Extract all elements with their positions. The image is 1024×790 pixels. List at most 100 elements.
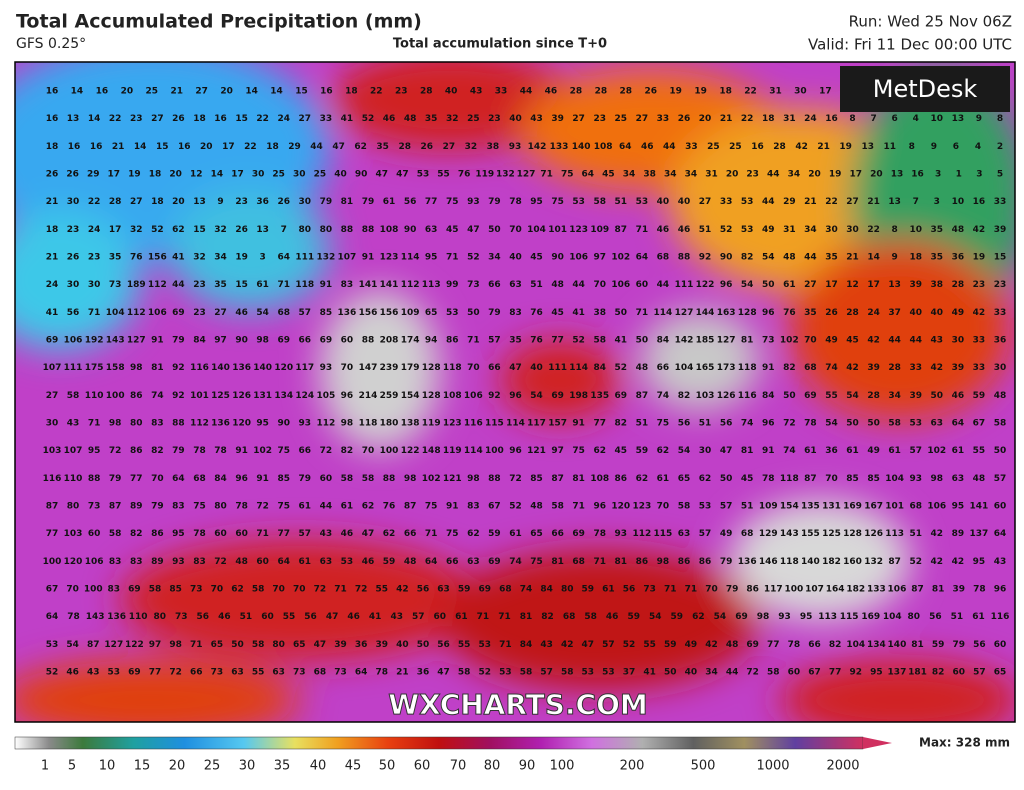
grid-value: 17	[849, 170, 862, 180]
grid-value: 79	[299, 474, 312, 484]
grid-value: 16	[973, 197, 986, 207]
grid-value: 66	[808, 640, 821, 650]
grid-value: 14	[245, 87, 258, 97]
grid-value: 29	[288, 142, 301, 152]
grid-value: 18	[719, 87, 732, 97]
grid-value: 25	[146, 87, 159, 97]
grid-value: 21	[804, 197, 817, 207]
grid-value: 63	[272, 668, 285, 678]
grid-value: 110	[129, 612, 148, 622]
grid-value: 26	[46, 170, 59, 180]
grid-value: 73	[467, 280, 480, 290]
grid-value: 104	[675, 363, 694, 373]
grid-value: 36	[256, 197, 269, 207]
grid-value: 71	[636, 308, 649, 318]
grid-value: 102	[253, 446, 272, 456]
grid-value: 98	[931, 474, 944, 484]
grid-value: 13	[952, 114, 965, 124]
grid-value: 54	[846, 391, 859, 401]
grid-value: 50	[931, 391, 944, 401]
grid-value: 95	[870, 668, 883, 678]
grid-value: 30	[67, 280, 80, 290]
grid-value: 28	[846, 308, 859, 318]
grid-value: 61	[657, 474, 670, 484]
grid-value: 82	[783, 363, 796, 373]
grid-value: 64	[46, 612, 59, 622]
grid-value: 52	[615, 363, 628, 373]
grid-value: 27	[299, 114, 312, 124]
grid-value: 80	[214, 502, 227, 512]
grid-value: 111	[675, 280, 694, 290]
grid-value: 62	[657, 446, 670, 456]
grid-value: 58	[994, 419, 1007, 429]
grid-value: 155	[801, 529, 820, 539]
grid-value: 57	[299, 308, 312, 318]
grid-value: 18	[151, 197, 164, 207]
grid-value: 100	[43, 557, 62, 567]
grid-value: 33	[657, 114, 670, 124]
grid-value: 52	[909, 557, 922, 567]
grid-value: 26	[172, 114, 185, 124]
grid-value: 67	[808, 668, 821, 678]
grid-value: 77	[46, 529, 59, 539]
grid-value: 3	[260, 253, 266, 263]
grid-value: 42	[952, 557, 965, 567]
grid-value: 60	[88, 529, 101, 539]
grid-value: 111	[548, 363, 567, 373]
colorbar-label: 500	[691, 759, 716, 774]
grid-value: 57	[299, 529, 312, 539]
grid-value: 50	[467, 308, 480, 318]
grid-value: 18	[149, 170, 162, 180]
grid-value: 83	[109, 557, 122, 567]
grid-value: 128	[843, 529, 862, 539]
grid-value: 179	[401, 363, 420, 373]
grid-value: 93	[909, 474, 922, 484]
grid-value: 108	[380, 225, 399, 235]
grid-value: 63	[231, 668, 244, 678]
grid-value: 23	[130, 114, 143, 124]
grid-value: 71	[446, 253, 459, 263]
grid-value: 62	[383, 529, 396, 539]
grid-value: 60	[341, 336, 354, 346]
grid-value: 97	[149, 640, 162, 650]
grid-value: 93	[320, 363, 333, 373]
grid-value: 141	[359, 280, 378, 290]
grid-value: 45	[530, 253, 543, 263]
grid-value: 56	[973, 640, 986, 650]
grid-value: 58	[109, 529, 122, 539]
grid-value: 65	[211, 640, 224, 650]
grid-value: 23	[395, 87, 408, 97]
grid-value: 39	[994, 225, 1007, 235]
grid-value: 41	[572, 308, 585, 318]
grid-value: 34	[685, 170, 698, 180]
grid-value: 21	[396, 668, 409, 678]
grid-value: 154	[401, 391, 420, 401]
grid-value: 44	[888, 336, 901, 346]
grid-value: 66	[657, 363, 670, 373]
grid-value: 51	[615, 197, 628, 207]
grid-value: 58	[584, 612, 597, 622]
grid-value: 131	[253, 391, 272, 401]
grid-value: 17	[867, 280, 880, 290]
grid-value: 71	[685, 585, 698, 595]
grid-value: 46	[341, 529, 354, 539]
grid-value: 62	[172, 225, 185, 235]
grid-value: 18	[193, 114, 206, 124]
grid-value: 120	[232, 419, 251, 429]
grid-value: 102	[780, 336, 799, 346]
grid-value: 101	[190, 391, 209, 401]
grid-value: 20	[699, 114, 712, 124]
grid-value: 118	[295, 280, 314, 290]
grid-value: 74	[520, 585, 533, 595]
grid-value: 89	[151, 557, 164, 567]
title: Total Accumulated Precipitation (mm)	[16, 11, 422, 33]
grid-value: 33	[994, 308, 1007, 318]
grid-value: 42	[973, 225, 986, 235]
grid-value: 86	[636, 557, 649, 567]
grid-value: 9	[217, 197, 223, 207]
grid-value: 4	[975, 142, 981, 152]
grid-value: 60	[994, 640, 1007, 650]
grid-value: 101	[885, 502, 904, 512]
grid-value: 64	[355, 668, 368, 678]
grid-value: 27	[572, 114, 585, 124]
